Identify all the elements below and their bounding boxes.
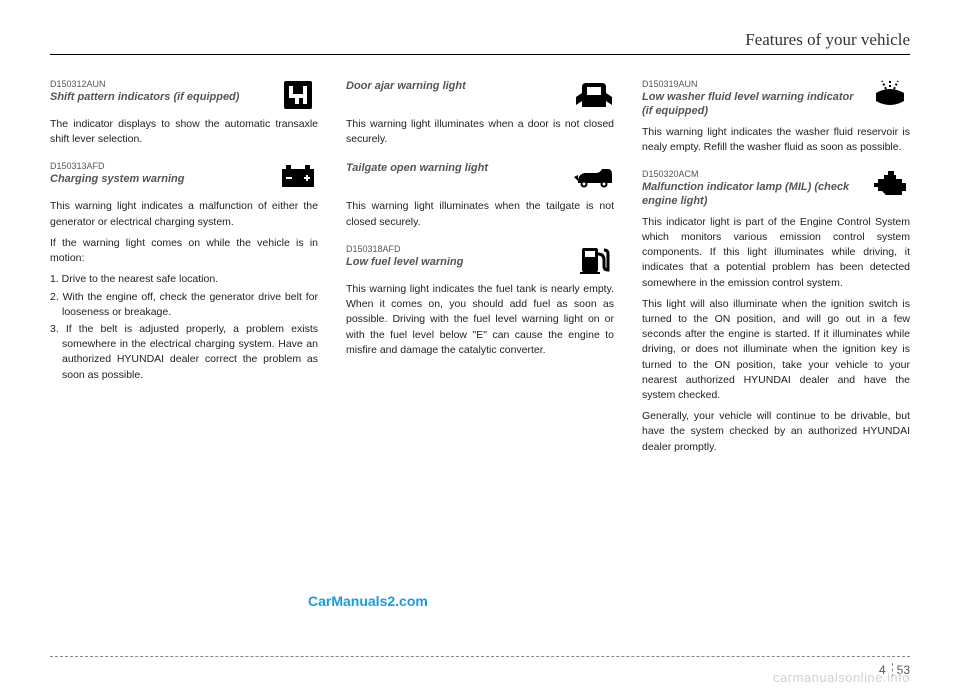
page-header: Features of your vehicle	[50, 30, 910, 55]
body-text: If the warning light comes on while the …	[50, 236, 318, 266]
column-1: D150312AUN Shift pattern indicators (if …	[50, 79, 318, 469]
door-ajar-icon	[574, 79, 614, 111]
column-2: Door ajar warning light This warning lig…	[346, 79, 614, 469]
section-code: D150320ACM	[642, 169, 862, 179]
check-engine-icon	[870, 169, 910, 201]
section-shift-pattern: D150312AUN Shift pattern indicators (if …	[50, 79, 318, 147]
bottom-watermark: carmanualsonline.info	[773, 670, 910, 685]
section-low-fuel: D150318AFD Low fuel level warning This w…	[346, 244, 614, 358]
section-title: Tailgate open warning light	[346, 161, 488, 175]
section-title: Charging system warning	[50, 172, 184, 186]
washer-fluid-icon	[870, 79, 910, 111]
head-text: D150319AUN Low washer fluid level warnin…	[642, 79, 862, 119]
section-head: D150312AUN Shift pattern indicators (if …	[50, 79, 318, 111]
section-door-ajar: Door ajar warning light This warning lig…	[346, 79, 614, 147]
section-code: D150318AFD	[346, 244, 463, 254]
body-text: This indicator light is part of the Engi…	[642, 215, 910, 291]
section-code: D150312AUN	[50, 79, 239, 89]
section-title: Door ajar warning light	[346, 79, 466, 93]
section-charging: D150313AFD Charging system warning This …	[50, 161, 318, 382]
head-text: D150312AUN Shift pattern indicators (if …	[50, 79, 239, 104]
list-item: 1. Drive to the nearest safe location.	[50, 272, 318, 287]
list-item: 3. If the belt is adjusted properly, a p…	[50, 322, 318, 383]
section-tailgate: Tailgate open warning light This warning…	[346, 161, 614, 229]
content-columns: D150312AUN Shift pattern indicators (if …	[50, 79, 910, 469]
body-text: This warning light indicates a malfuncti…	[50, 199, 318, 229]
section-head: Tailgate open warning light	[346, 161, 614, 193]
head-text: D150318AFD Low fuel level warning	[346, 244, 463, 269]
section-head: Door ajar warning light	[346, 79, 614, 111]
shift-pattern-icon	[278, 79, 318, 111]
section-head: D150318AFD Low fuel level warning	[346, 244, 614, 276]
body-text: This warning light illuminates when the …	[346, 199, 614, 229]
section-head: D150320ACM Malfunction indicator lamp (M…	[642, 169, 910, 209]
head-text: D150320ACM Malfunction indicator lamp (M…	[642, 169, 862, 209]
body-text: This warning light illuminates when a do…	[346, 117, 614, 147]
section-title: Low fuel level warning	[346, 255, 463, 269]
header-title: Features of your vehicle	[745, 30, 910, 50]
section-code: D150313AFD	[50, 161, 184, 171]
section-head: D150319AUN Low washer fluid level warnin…	[642, 79, 910, 119]
column-3: D150319AUN Low washer fluid level warnin…	[642, 79, 910, 469]
body-text: Generally, your vehicle will continue to…	[642, 409, 910, 455]
head-text: Tailgate open warning light	[346, 161, 488, 175]
tailgate-icon	[574, 161, 614, 193]
body-text: The indicator displays to show the autom…	[50, 117, 318, 147]
body-text: This light will also illuminate when the…	[642, 297, 910, 404]
watermark: CarManuals2.com	[308, 593, 428, 609]
battery-icon	[278, 161, 318, 193]
section-mil: D150320ACM Malfunction indicator lamp (M…	[642, 169, 910, 455]
section-title: Shift pattern indicators (if equipped)	[50, 90, 239, 104]
body-text: This warning light indicates the fuel ta…	[346, 282, 614, 358]
section-code: D150319AUN	[642, 79, 862, 89]
section-head: D150313AFD Charging system warning	[50, 161, 318, 193]
list-item: 2. With the engine off, check the genera…	[50, 290, 318, 320]
head-text: Door ajar warning light	[346, 79, 466, 93]
fuel-pump-icon	[574, 244, 614, 276]
section-title: Malfunction indicator lamp (MIL) (check …	[642, 180, 862, 209]
body-text: This warning light indicates the washer …	[642, 125, 910, 155]
head-text: D150313AFD Charging system warning	[50, 161, 184, 186]
section-title: Low washer fluid level warning indicator…	[642, 90, 862, 119]
section-washer-fluid: D150319AUN Low washer fluid level warnin…	[642, 79, 910, 155]
